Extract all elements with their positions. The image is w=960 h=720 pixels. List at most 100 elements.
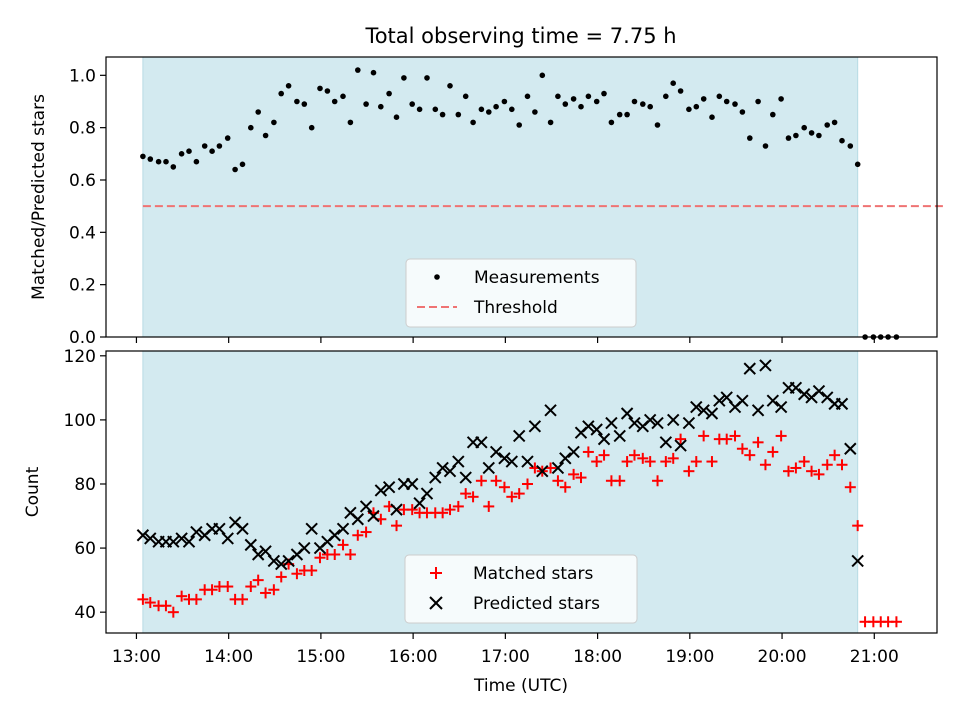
- bottom-chart: 40 60 80 100 120 13:00 14:00 15:00 16:00 17:00 18…: [23, 347, 938, 696]
- predicted-star-point: [620, 407, 634, 420]
- predicted-star-point: [736, 394, 749, 407]
- measurement-point: [677, 88, 684, 94]
- predicted-star-point: [512, 429, 526, 443]
- measurement-point: [555, 93, 561, 100]
- measurement-point: [654, 122, 661, 128]
- measurement-point: [224, 135, 231, 141]
- predicted-star-point: [505, 455, 519, 468]
- measurement-point: [709, 114, 715, 120]
- predicted-star-point: [597, 432, 611, 446]
- predicted-star-point: [459, 471, 472, 484]
- measurement-point: [262, 132, 269, 139]
- measurement-point: [670, 80, 676, 86]
- matched-star-point: [176, 590, 188, 602]
- predicted-star-point: [659, 436, 673, 449]
- bottom-ytick-label: 40: [74, 603, 96, 623]
- top-ytick-label: 0.2: [69, 276, 96, 296]
- measurement-point: [686, 106, 692, 113]
- matched-star-point: [337, 539, 349, 551]
- measurement-point: [539, 72, 546, 79]
- measurement-point: [739, 109, 746, 115]
- matched-star-point: [621, 456, 633, 468]
- matched-star-point: [552, 475, 564, 487]
- matched-star-point: [744, 449, 756, 461]
- predicted-star-point: [351, 513, 364, 526]
- matched-star-point: [545, 462, 557, 474]
- measurement-point: [285, 83, 292, 89]
- bottom-xtick-label: 16:00: [389, 647, 438, 667]
- predicted-star-point: [536, 464, 549, 478]
- predicted-star-point: [774, 400, 788, 414]
- measurement-point: [839, 137, 845, 144]
- matched-star-point: [575, 472, 587, 484]
- measurement-point: [178, 151, 185, 157]
- bottom-xtick-label: 18:00: [573, 647, 622, 667]
- top-ytick-label: 0.8: [69, 119, 96, 139]
- predicted-star-point: [436, 461, 449, 475]
- bottom-xtick-label: 17:00: [481, 647, 530, 667]
- matched-star-point: [314, 552, 326, 564]
- bottom-xtick-label: 15:00: [296, 647, 345, 667]
- measurement-point: [732, 101, 738, 107]
- matched-star-point: [836, 459, 848, 471]
- predicted-star-point: [251, 548, 265, 561]
- measurement-point: [248, 124, 254, 131]
- top-legend: Measurements Threshold: [405, 258, 637, 328]
- measurement-point: [624, 111, 630, 118]
- matched-star-point: [391, 520, 403, 532]
- measurement-point: [831, 119, 838, 126]
- predicted-star-point: [751, 404, 765, 417]
- matched-star-point: [783, 465, 795, 477]
- bottom-legend: Matched stars Predicted stars: [404, 554, 638, 624]
- top-ytick-label: 0.4: [69, 223, 96, 243]
- measurement-point: [578, 103, 584, 110]
- matched-star-point: [306, 565, 318, 577]
- matched-star-point: [452, 500, 464, 512]
- legend-predicted-label: Predicted stars: [473, 594, 600, 614]
- measurement-point: [170, 164, 177, 170]
- bottom-xtick-label: 14:00: [204, 647, 253, 667]
- matched-star-point: [506, 491, 518, 503]
- matched-star-point: [475, 475, 487, 487]
- matched-star-point: [829, 449, 841, 461]
- chart-title: Total observing time = 7.75 h: [364, 24, 676, 48]
- bottom-xtick-label: 20:00: [758, 647, 807, 667]
- measurement-point: [854, 161, 861, 168]
- predicted-star-point: [544, 404, 557, 417]
- legend-predicted-marker: [429, 596, 443, 610]
- measurement-point: [370, 69, 377, 76]
- predicted-star-point: [144, 532, 157, 545]
- legend-matched-label: Matched stars: [473, 564, 593, 584]
- predicted-star-point: [390, 503, 403, 516]
- predicted-star-point: [667, 413, 680, 427]
- measurement-point: [640, 101, 646, 107]
- predicted-star-point: [452, 455, 465, 468]
- bottom-legend-box: [404, 554, 638, 624]
- measurement-point: [755, 98, 761, 105]
- measurement-point: [716, 93, 723, 100]
- predicted-star-point: [136, 529, 150, 542]
- predicted-star-point: [528, 420, 542, 433]
- measurement-point: [424, 75, 430, 81]
- legend-threshold-label: Threshold: [473, 298, 558, 318]
- matched-star-point: [652, 475, 664, 487]
- predicted-star-point: [498, 452, 511, 465]
- measurement-point: [393, 114, 400, 120]
- measurement-point: [317, 85, 323, 92]
- measurement-point: [278, 90, 285, 97]
- predicted-star-point: [475, 436, 488, 449]
- top-ytick-label: 1.0: [69, 66, 96, 86]
- matched-star-point: [798, 456, 810, 468]
- predicted-star-point: [705, 407, 719, 420]
- predicted-star-point: [359, 500, 373, 513]
- matched-star-point: [260, 587, 272, 599]
- top-axes-frame: [105, 56, 938, 338]
- measurement-point: [308, 124, 315, 131]
- matched-star-point: [759, 459, 771, 471]
- measurement-point: [462, 93, 469, 100]
- measurement-point: [631, 98, 638, 105]
- measurement-point: [255, 109, 261, 115]
- measurement-point: [140, 153, 146, 160]
- measurement-point: [608, 119, 615, 126]
